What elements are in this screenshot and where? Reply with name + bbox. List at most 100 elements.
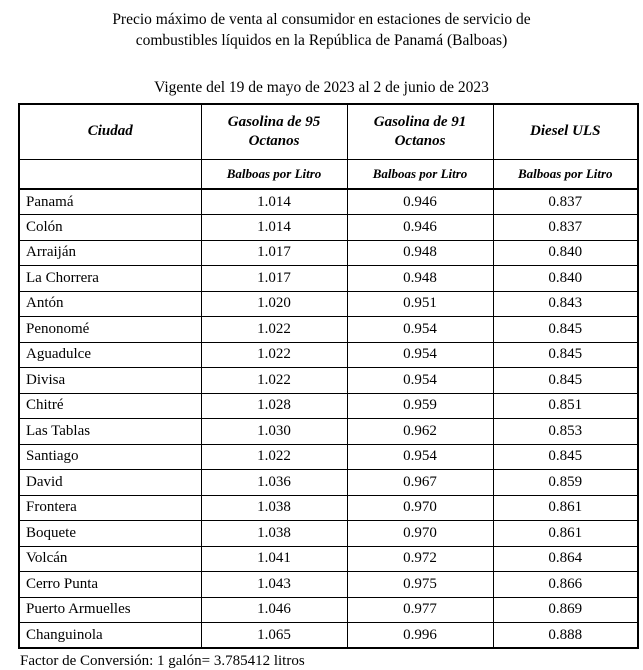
- price-cell-g95: 1.046: [200, 596, 348, 623]
- price-cell-diesel: 0.845: [492, 341, 639, 368]
- price-cell-g91: 0.996: [346, 622, 494, 649]
- price-cell-diesel: 0.840: [492, 265, 639, 292]
- city-cell: Arraiján: [18, 239, 202, 266]
- table-row: Volcán 1.041 0.972 0.864: [18, 545, 639, 572]
- price-cell-g91: 0.972: [346, 545, 494, 572]
- column-header-gasolina-95: Gasolina de 95 Octanos: [200, 103, 348, 160]
- price-cell-g95: 1.020: [200, 290, 348, 317]
- price-cell-diesel: 0.866: [492, 571, 639, 598]
- unit-cell-g91: Balboas por Litro: [346, 158, 494, 190]
- table-row: Boquete 1.038 0.970 0.861: [18, 520, 639, 547]
- city-cell: Puerto Armuelles: [18, 596, 202, 623]
- unit-cell-diesel: Balboas por Litro: [492, 158, 639, 190]
- price-cell-g91: 0.954: [346, 341, 494, 368]
- price-cell-diesel: 0.840: [492, 239, 639, 266]
- price-cell-diesel: 0.851: [492, 392, 639, 419]
- price-cell-diesel: 0.843: [492, 290, 639, 317]
- price-cell-g91: 0.948: [346, 239, 494, 266]
- table-row: Changuinola 1.065 0.996 0.888: [18, 622, 639, 649]
- city-cell: Cerro Punta: [18, 571, 202, 598]
- city-cell: Boquete: [18, 520, 202, 547]
- price-cell-g91: 0.946: [346, 188, 494, 215]
- price-cell-g95: 1.017: [200, 239, 348, 266]
- price-cell-g91: 0.946: [346, 214, 494, 241]
- city-cell: Las Tablas: [18, 418, 202, 445]
- price-cell-g95: 1.041: [200, 545, 348, 572]
- page-title: Precio máximo de venta al consumidor en …: [0, 0, 643, 51]
- price-cell-g95: 1.014: [200, 188, 348, 215]
- price-cell-g91: 0.975: [346, 571, 494, 598]
- fuel-price-table: Ciudad Gasolina de 95 Octanos Gasolina d…: [18, 103, 639, 649]
- city-cell: Penonomé: [18, 316, 202, 343]
- price-cell-g91: 0.967: [346, 469, 494, 496]
- price-cell-diesel: 0.853: [492, 418, 639, 445]
- price-cell-diesel: 0.864: [492, 545, 639, 572]
- table-row: Frontera 1.038 0.970 0.861: [18, 494, 639, 521]
- table-row: Aguadulce 1.022 0.954 0.845: [18, 341, 639, 368]
- table-row: Chitré 1.028 0.959 0.851: [18, 392, 639, 419]
- price-cell-diesel: 0.869: [492, 596, 639, 623]
- city-cell: La Chorrera: [18, 265, 202, 292]
- page-title-line2: combustibles líquidos en la República de…: [135, 32, 508, 49]
- price-cell-g91: 0.954: [346, 443, 494, 470]
- price-cell-diesel: 0.845: [492, 316, 639, 343]
- price-cell-g95: 1.022: [200, 443, 348, 470]
- price-cell-g91: 0.951: [346, 290, 494, 317]
- price-cell-diesel: 0.888: [492, 622, 639, 649]
- city-cell: Chitré: [18, 392, 202, 419]
- price-cell-g95: 1.043: [200, 571, 348, 598]
- price-cell-g91: 0.962: [346, 418, 494, 445]
- column-header-gasolina-91: Gasolina de 91 Octanos: [346, 103, 494, 160]
- table-row: Penonomé 1.022 0.954 0.845: [18, 316, 639, 343]
- price-cell-diesel: 0.845: [492, 443, 639, 470]
- price-cell-diesel: 0.837: [492, 214, 639, 241]
- table-row: Colón 1.014 0.946 0.837: [18, 214, 639, 241]
- price-cell-g95: 1.014: [200, 214, 348, 241]
- conversion-factor-note: Factor de Conversión: 1 galón= 3.785412 …: [20, 653, 305, 669]
- price-cell-g95: 1.036: [200, 469, 348, 496]
- city-cell: Panamá: [18, 188, 202, 215]
- price-cell-diesel: 0.837: [492, 188, 639, 215]
- validity-period: Vigente del 19 de mayo de 2023 al 2 de j…: [154, 79, 489, 96]
- price-cell-diesel: 0.861: [492, 494, 639, 521]
- price-cell-g91: 0.954: [346, 316, 494, 343]
- table-row: Las Tablas 1.030 0.962 0.853: [18, 418, 639, 445]
- price-cell-g95: 1.022: [200, 367, 348, 394]
- unit-cell-empty: [18, 158, 202, 190]
- price-cell-g91: 0.970: [346, 520, 494, 547]
- price-cell-g91: 0.959: [346, 392, 494, 419]
- price-cell-g91: 0.954: [346, 367, 494, 394]
- price-cell-g95: 1.022: [200, 341, 348, 368]
- table-row: Santiago 1.022 0.954 0.845: [18, 443, 639, 470]
- price-cell-g95: 1.065: [200, 622, 348, 649]
- price-table-body: Panamá 1.014 0.946 0.837 Colón 1.014 0.946 0.83…: [18, 188, 639, 649]
- city-cell: Volcán: [18, 545, 202, 572]
- column-header-ciudad: Ciudad: [18, 103, 202, 160]
- price-cell-g95: 1.030: [200, 418, 348, 445]
- price-cell-diesel: 0.861: [492, 520, 639, 547]
- price-cell-g95: 1.028: [200, 392, 348, 419]
- page-title-line1: Precio máximo de venta al consumidor en …: [112, 11, 531, 28]
- city-cell: Santiago: [18, 443, 202, 470]
- city-cell: Aguadulce: [18, 341, 202, 368]
- table-row: Antón 1.020 0.951 0.843: [18, 290, 639, 317]
- price-cell-g91: 0.970: [346, 494, 494, 521]
- table-unit-row: Balboas por Litro Balboas por Litro Balb…: [18, 158, 639, 190]
- price-cell-g95: 1.017: [200, 265, 348, 292]
- table-row: Arraiján 1.017 0.948 0.840: [18, 239, 639, 266]
- column-header-diesel-uls: Diesel ULS: [492, 103, 639, 160]
- price-cell-diesel: 0.859: [492, 469, 639, 496]
- table-row: Cerro Punta 1.043 0.975 0.866: [18, 571, 639, 598]
- table-row: Divisa 1.022 0.954 0.845: [18, 367, 639, 394]
- city-cell: Changuinola: [18, 622, 202, 649]
- table-row: Puerto Armuelles 1.046 0.977 0.869: [18, 596, 639, 623]
- price-cell-g95: 1.038: [200, 520, 348, 547]
- table-row: La Chorrera 1.017 0.948 0.840: [18, 265, 639, 292]
- city-cell: Divisa: [18, 367, 202, 394]
- table-row: David 1.036 0.967 0.859: [18, 469, 639, 496]
- price-cell-g95: 1.038: [200, 494, 348, 521]
- price-cell-diesel: 0.845: [492, 367, 639, 394]
- city-cell: Colón: [18, 214, 202, 241]
- table-row: Panamá 1.014 0.946 0.837: [18, 188, 639, 215]
